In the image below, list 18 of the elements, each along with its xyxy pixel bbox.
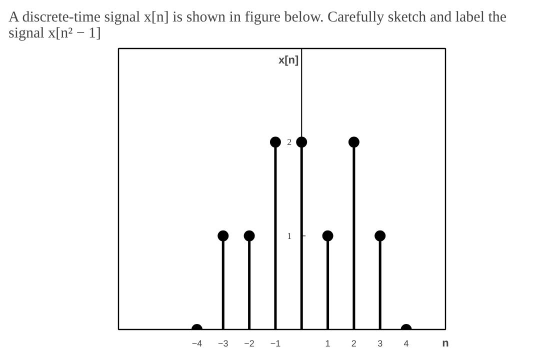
x-tick-label: 1 — [325, 338, 330, 348]
point — [244, 230, 255, 242]
x-tick-label: 4 — [404, 338, 409, 348]
point — [270, 136, 281, 148]
point — [296, 136, 308, 148]
x-tick-label: 3 — [378, 338, 383, 348]
x-tick-label: −2 — [244, 338, 254, 348]
x-axis-title: n — [442, 338, 450, 350]
x-tick-label: 2 — [351, 338, 356, 348]
x-tick-label: −4 — [192, 338, 202, 348]
x-tick-label: −3 — [218, 338, 228, 348]
y-axis-title: x[n] — [278, 54, 299, 66]
point — [218, 230, 229, 242]
point — [374, 230, 386, 242]
chart-title: A discrete-time signal x[n] is shown in figure below. Carefully sketch and label the signal x[n² − 1] — [8, 10, 507, 42]
point — [348, 136, 360, 148]
point — [322, 230, 334, 242]
x-tick-label: −1 — [270, 338, 281, 348]
